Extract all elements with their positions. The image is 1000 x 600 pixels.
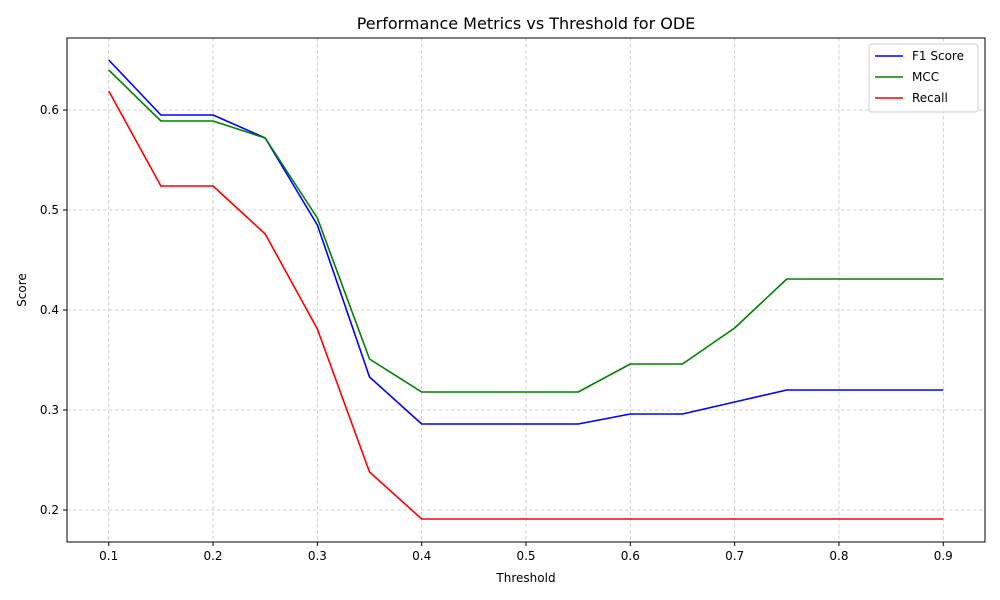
legend-label-recall: Recall — [912, 91, 948, 105]
x-tick-label: 0.5 — [516, 549, 535, 563]
legend-label-mcc: MCC — [912, 70, 939, 84]
x-tick-label: 0.8 — [829, 549, 848, 563]
x-tick-label: 0.6 — [621, 549, 640, 563]
x-tick-label: 0.9 — [934, 549, 953, 563]
y-tick-label: 0.6 — [40, 103, 59, 117]
y-tick-label: 0.4 — [40, 303, 59, 317]
grid — [67, 38, 985, 542]
y-tick-label: 0.3 — [40, 403, 59, 417]
y-axis-ticks: 0.2 0.3 0.4 0.5 0.6 — [40, 103, 67, 517]
y-tick-label: 0.5 — [40, 203, 59, 217]
series-line-recall — [108, 90, 944, 520]
x-axis-ticks: 0.1 0.2 0.3 0.4 0.5 0.6 0.7 0.8 0.9 — [99, 542, 953, 563]
x-tick-label: 0.2 — [203, 549, 222, 563]
legend-box — [868, 43, 979, 113]
x-tick-label: 0.4 — [412, 549, 431, 563]
series-lines — [108, 59, 944, 520]
chart-title: Performance Metrics vs Threshold for ODE — [357, 14, 696, 33]
series-line-f1-score — [108, 59, 944, 425]
x-tick-label: 0.7 — [725, 549, 744, 563]
x-axis-label: Threshold — [495, 571, 555, 585]
legend-label-f1-score: F1 Score — [912, 49, 964, 63]
legend: F1 Score MCC Recall — [868, 43, 979, 113]
x-tick-label: 0.1 — [99, 549, 118, 563]
y-axis-label: Score — [15, 273, 29, 307]
x-tick-label: 0.3 — [308, 549, 327, 563]
series-line-mcc — [108, 69, 944, 393]
y-tick-label: 0.2 — [40, 503, 59, 517]
